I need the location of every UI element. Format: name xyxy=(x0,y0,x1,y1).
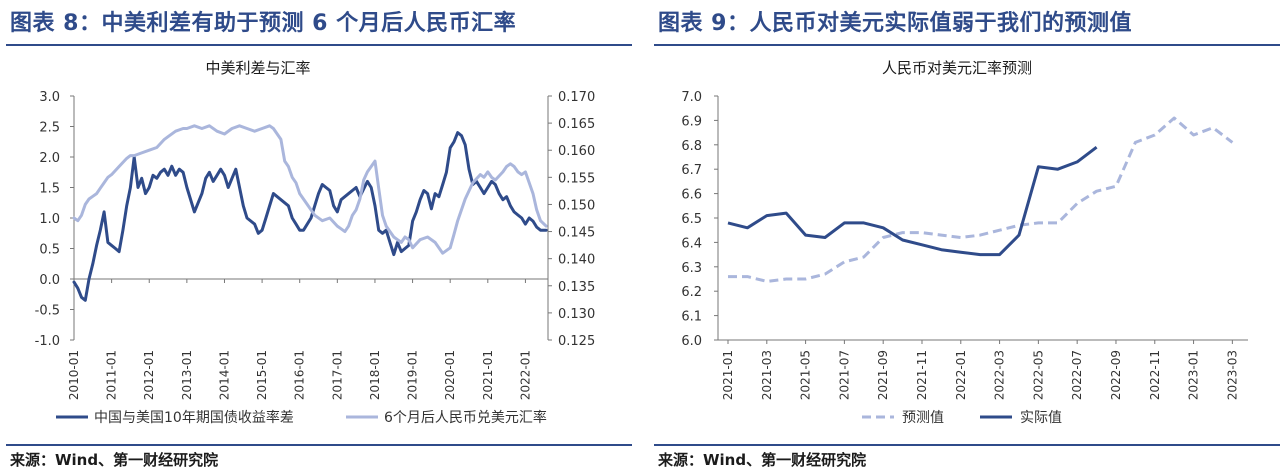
legend-label-fx: 6个月后人民币兑美元汇率 xyxy=(384,409,547,426)
x-tick-label: 2022-01 xyxy=(954,350,968,400)
left-y-tick-label: -1.0 xyxy=(35,334,60,349)
y-tick-label: 6.9 xyxy=(681,114,702,129)
rmb-forecast-chart: 人民币对美元汇率预测 7.0 6.9 6.8 6.7 6.6 6.5 6.4 6.3 6.2 6.… xyxy=(681,59,1248,426)
x-tick-label: 2014-01 xyxy=(217,350,231,400)
chart-title: 中美利差与汇率 xyxy=(205,59,310,77)
spread-series-line xyxy=(72,131,548,302)
y-tick-label: 6.8 xyxy=(681,139,702,154)
x-tick-label: 2021-03 xyxy=(760,350,774,400)
right-y-tick-label: 0.155 xyxy=(558,171,595,186)
x-tick-label: 2015-01 xyxy=(255,350,269,400)
right-y-tick-label: 0.130 xyxy=(558,307,595,322)
legend-label-spread: 中国与美国10年期国债收益率差 xyxy=(94,409,294,426)
x-tick-label: 2019-01 xyxy=(406,350,420,400)
legend-label-forecast: 预测值 xyxy=(902,410,944,426)
figure-9-header: 图表 9：人民币对美元实际值弱于我们的预测值 xyxy=(654,0,1280,46)
figure-8-panel: 图表 8：中美利差有助于预测 6 个月后人民币汇率 中美利差与汇率 3.0 2.5… xyxy=(6,0,632,475)
left-y-tick-label: 1.5 xyxy=(39,182,60,197)
right-y-tick-label: 0.135 xyxy=(558,280,595,295)
y-tick-label: 6.5 xyxy=(681,212,702,227)
forecast-series-line xyxy=(728,116,1234,283)
left-y-tick-label: 2.0 xyxy=(39,151,60,166)
figure-9-panel: 图表 9：人民币对美元实际值弱于我们的预测值 人民币对美元汇率预测 7.0 6.9… xyxy=(654,0,1280,475)
right-y-tick-label: 0.170 xyxy=(558,90,595,105)
left-y-tick-label: 0.5 xyxy=(39,243,60,258)
x-tick-label: 2012-01 xyxy=(142,350,156,400)
x-tick-label: 2011-01 xyxy=(105,350,119,400)
x-tick-label: 2010-01 xyxy=(67,350,81,400)
x-tick-label: 2021-07 xyxy=(837,350,851,400)
x-tick-label: 2021-01 xyxy=(481,350,495,400)
y-tick-label: 7.0 xyxy=(681,90,702,105)
x-tick-label: 2021-11 xyxy=(915,350,929,400)
actual-series-line xyxy=(727,146,1098,257)
x-tick-label: 2022-03 xyxy=(993,350,1007,400)
left-y-tick-label: 3.0 xyxy=(39,90,60,105)
right-y-tick-label: 0.140 xyxy=(558,253,595,268)
y-tick-label: 6.6 xyxy=(681,188,702,203)
figure-9-footer: 来源：Wind、第一财经研究院 xyxy=(654,444,1280,474)
source-note: 来源：Wind、第一财经研究院 xyxy=(10,451,219,469)
x-tick-label: 2016-01 xyxy=(293,350,307,400)
x-tick-label: 2022-07 xyxy=(1070,350,1084,400)
x-tick-label: 2022-05 xyxy=(1031,350,1045,400)
x-tick-label: 2013-01 xyxy=(180,350,194,400)
y-tick-label: 6.1 xyxy=(681,310,702,325)
x-tick-label: 2023-01 xyxy=(1187,350,1201,400)
source-note: 来源：Wind、第一财经研究院 xyxy=(658,451,867,469)
y-tick-label: 6.7 xyxy=(681,163,702,178)
chart-title: 人民币对美元汇率预测 xyxy=(882,59,1032,77)
x-tick-label: 2017-01 xyxy=(330,350,344,400)
x-tick-label: 2021-09 xyxy=(876,350,890,400)
legend-label-actual: 实际值 xyxy=(1020,410,1062,426)
left-y-tick-label: 0.0 xyxy=(39,273,60,288)
x-tick-label: 2022-01 xyxy=(518,350,532,400)
right-y-tick-label: 0.165 xyxy=(558,117,595,132)
x-tick-label: 2018-01 xyxy=(368,350,382,400)
fx-series-line xyxy=(72,124,548,255)
right-y-tick-label: 0.125 xyxy=(558,334,595,349)
y-tick-label: 6.0 xyxy=(681,334,702,349)
left-y-tick-label: 1.0 xyxy=(39,212,60,227)
x-tick-label: 2022-11 xyxy=(1148,350,1162,400)
x-tick-label: 2023-03 xyxy=(1225,350,1239,400)
x-tick-label: 2021-05 xyxy=(799,350,813,400)
x-tick-label: 2020-01 xyxy=(443,350,457,400)
spread-fx-chart: 中美利差与汇率 3.0 2.5 2.0 1.5 1.0 0.5 0.0 -0.5 -1.0 0.1… xyxy=(35,59,596,426)
y-tick-label: 6.2 xyxy=(681,285,702,300)
right-y-tick-label: 0.145 xyxy=(558,226,595,241)
left-y-tick-label: 2.5 xyxy=(39,121,60,136)
figure-9-title: 图表 9：人民币对美元实际值弱于我们的预测值 xyxy=(658,11,1132,36)
right-y-tick-label: 0.160 xyxy=(558,144,595,159)
y-tick-label: 6.3 xyxy=(681,261,702,276)
figure-8-header: 图表 8：中美利差有助于预测 6 个月后人民币汇率 xyxy=(6,0,632,46)
figure-8-title: 图表 8：中美利差有助于预测 6 个月后人民币汇率 xyxy=(10,11,517,36)
x-tick-label: 2021-01 xyxy=(721,350,735,400)
left-y-tick-label: -0.5 xyxy=(35,304,60,319)
right-y-tick-label: 0.150 xyxy=(558,198,595,213)
figure-8-footer: 来源：Wind、第一财经研究院 xyxy=(6,444,632,474)
y-tick-label: 6.4 xyxy=(681,236,702,251)
x-tick-label: 2022-09 xyxy=(1109,350,1123,400)
